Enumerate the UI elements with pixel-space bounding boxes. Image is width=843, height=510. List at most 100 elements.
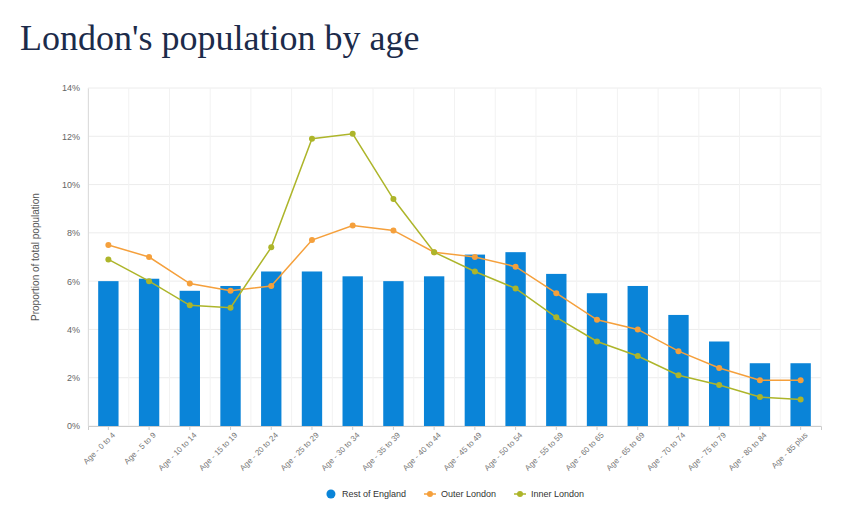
y-tick: 14% [62, 83, 88, 93]
grid-line-x [332, 88, 333, 426]
x-tick-label: Age - 65 to 69 [605, 430, 647, 472]
x-tick: Age - 20 to 24 [238, 426, 280, 473]
x-tick-label: Age - 55 to 59 [523, 430, 565, 472]
bar [343, 276, 363, 426]
y-tick: 12% [62, 132, 88, 142]
x-tick: Age - 65 to 69 [605, 426, 647, 473]
grid-line-x [780, 88, 781, 426]
marker [635, 326, 641, 332]
marker [228, 305, 234, 311]
y-tick-label: 6% [67, 277, 80, 287]
marker [309, 237, 315, 243]
marker [268, 283, 274, 289]
x-tick-label: Age - 30 to 34 [320, 430, 362, 472]
x-tick-mark [800, 426, 801, 430]
marker [635, 353, 641, 359]
bar [546, 274, 566, 426]
y-tick: 10% [62, 180, 88, 190]
grid-line-x [576, 88, 577, 426]
marker [390, 196, 396, 202]
grid-line-x [535, 88, 536, 426]
y-tick-label: 8% [67, 228, 80, 238]
grid-line-x [169, 88, 170, 426]
legend-swatch [427, 491, 433, 497]
series-line [105, 131, 803, 403]
grid-line-x [495, 88, 496, 426]
grid-line-x [373, 88, 374, 426]
bar [668, 315, 688, 426]
legend-label: Rest of England [342, 489, 406, 499]
marker [513, 285, 519, 291]
x-tick: Age - 45 to 49 [442, 426, 484, 473]
x-tick-label: Age - 40 to 44 [401, 430, 443, 472]
bar [98, 281, 118, 426]
x-tick: Age - 55 to 59 [523, 426, 565, 473]
marker [146, 278, 152, 284]
x-tick-label: Age - 45 to 49 [442, 430, 484, 472]
marker [594, 317, 600, 323]
y-tick-label: 10% [62, 180, 80, 190]
x-tick-label: Age - 70 to 74 [645, 430, 687, 472]
bar [505, 252, 525, 426]
x-tick: Age - 10 to 14 [157, 426, 199, 473]
x-tick-mark [719, 426, 720, 430]
x-axis: Age - 0 to 4Age - 5 to 9Age - 10 to 14 Ag… [82, 426, 822, 473]
x-tick-label: Age - 25 to 29 [279, 430, 321, 472]
marker [594, 339, 600, 345]
x-tick-mark [230, 426, 231, 430]
x-tick-label: Age - 75 to 79 [686, 430, 728, 472]
x-tick-label: Age - 80 to 84 [727, 430, 769, 472]
legend-item: Outer London [424, 489, 496, 499]
marker [309, 136, 315, 142]
marker [553, 314, 559, 320]
x-tick: Age - 50 to 54 [482, 426, 524, 473]
x-tick: Age - 85 plus [770, 426, 810, 470]
marker [146, 254, 152, 260]
grid-line-x [739, 88, 740, 426]
grid-line-x [128, 88, 129, 426]
marker [513, 264, 519, 270]
marker [472, 254, 478, 260]
y-axis: 0%2%4%6%8%10%12%14% [62, 83, 89, 431]
marker [228, 288, 234, 294]
marks [98, 131, 811, 426]
bar [628, 286, 648, 426]
grid-line-x [617, 88, 618, 426]
bar [465, 255, 485, 426]
x-tick-mark [434, 426, 435, 430]
y-tick: 8% [67, 228, 88, 238]
line [108, 226, 800, 381]
legend-item: Rest of England [326, 489, 406, 499]
marker [757, 394, 763, 400]
bar [790, 363, 810, 426]
grid-line-x [658, 88, 659, 426]
x-tick: Age - 0 to 4 [82, 426, 118, 466]
grid-line-x [210, 88, 211, 426]
grid-line-x [413, 88, 414, 426]
grid-line-x [454, 88, 455, 426]
marker [350, 131, 356, 137]
x-tick: Age - 30 to 34 [320, 426, 362, 473]
grid [88, 88, 821, 426]
chart: London's population by age0%2%4%6%8%10%1… [0, 0, 843, 510]
x-tick-label: Age - 60 to 65 [564, 430, 606, 472]
legend-label: Inner London [531, 489, 584, 499]
legend-item: Inner London [514, 489, 584, 499]
marker [716, 365, 722, 371]
y-tick-label: 2% [67, 373, 80, 383]
y-tick: 0% [67, 421, 88, 431]
marker [350, 223, 356, 229]
grid-line-x [698, 88, 699, 426]
bar [424, 276, 444, 426]
y-axis-title: Proportion of total population [30, 193, 41, 321]
marker [187, 302, 193, 308]
x-tick-label: Age - 0 to 4 [82, 430, 118, 466]
y-tick: 2% [67, 373, 88, 383]
x-tick-label: Age - 5 to 9 [122, 430, 158, 466]
marker [675, 348, 681, 354]
x-tick: Age - 80 to 84 [727, 426, 769, 473]
y-axis-line [88, 89, 89, 427]
grid-line-x [291, 88, 292, 426]
bar [302, 271, 322, 426]
series-line [105, 223, 803, 384]
